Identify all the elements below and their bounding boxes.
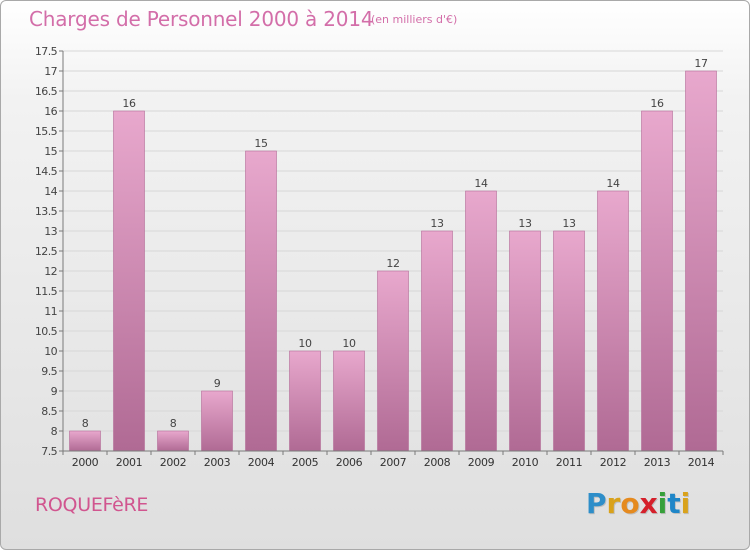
x-tick-label: 2005: [292, 456, 319, 469]
y-tick-label: 11: [44, 305, 57, 318]
bar-2006: [333, 350, 365, 452]
data-label: 9: [214, 377, 221, 390]
x-tick-label: 2002: [160, 456, 186, 469]
data-label: 14: [606, 177, 620, 190]
data-label: 13: [562, 217, 576, 230]
data-label: 13: [518, 217, 532, 230]
y-tick-label: 13.5: [35, 205, 58, 218]
y-tick-label: 7.5: [41, 445, 57, 458]
proxiti-logo: Proxiti: [586, 487, 690, 520]
x-tick-label: 2011: [556, 456, 582, 469]
data-label: 12: [386, 257, 399, 270]
bar-2009: [465, 190, 497, 452]
y-tick-label: 12.5: [35, 245, 58, 258]
bar-2001: [113, 110, 145, 452]
x-tick-label: 2014: [688, 456, 715, 469]
x-tick-label: 2007: [380, 456, 407, 469]
bar-2004: [245, 150, 277, 452]
bar-2007: [377, 270, 409, 452]
data-label: 14: [474, 177, 488, 190]
logo-letter: r: [606, 487, 621, 520]
bar-2010: [509, 230, 541, 452]
bars: [69, 70, 717, 452]
data-label: 10: [298, 337, 312, 350]
x-tick-label: 2012: [600, 456, 626, 469]
logo-letter: P: [586, 487, 607, 520]
y-tick-label: 9.5: [41, 365, 57, 378]
x-tick-label: 2004: [248, 456, 275, 469]
y-tick-label: 17.5: [35, 45, 58, 58]
y-tick-label: 14: [44, 185, 57, 198]
data-label: 15: [254, 137, 268, 150]
y-tick-label: 14.5: [35, 165, 58, 178]
x-tick-label: 2000: [72, 456, 99, 469]
commune-name: ROQUEFèRE: [35, 494, 149, 516]
x-tick-label: 2008: [424, 456, 451, 469]
x-tick-label: 2013: [644, 456, 671, 469]
bar-2014: [685, 70, 717, 452]
y-tick-label: 12: [44, 265, 57, 278]
data-label: 13: [430, 217, 444, 230]
y-tick-label: 16: [44, 105, 57, 118]
data-label: 10: [342, 337, 356, 350]
bar-2003: [201, 390, 233, 452]
y-tick-label: 8.5: [41, 405, 57, 418]
x-tick-label: 2009: [468, 456, 495, 469]
x-tick-label: 2001: [116, 456, 142, 469]
bar-2011: [553, 230, 585, 452]
y-tick-label: 15.5: [35, 125, 58, 138]
data-label: 16: [122, 97, 136, 110]
y-tick-label: 9: [51, 385, 58, 398]
data-label: 8: [170, 417, 177, 430]
x-tick-label: 2010: [512, 456, 539, 469]
chart-subtitle: (en milliers d'€): [371, 13, 458, 26]
y-tick-label: 16.5: [35, 85, 58, 98]
y-tick-label: 13: [44, 225, 57, 238]
labels: 8 16 8 9 15 10 10 12 13 14 13 13 14 16 17: [82, 57, 709, 430]
chart-title: Charges de Personnel 2000 à 2014: [29, 7, 374, 31]
logo-letter: i: [657, 487, 668, 520]
data-label: 8: [82, 417, 89, 430]
y-tick-label: 15: [44, 145, 57, 158]
y-tick-label: 17: [44, 65, 57, 78]
bar-2013: [641, 110, 673, 452]
logo-letter: x: [639, 487, 658, 520]
y-tick-label: 8: [51, 425, 58, 438]
bar-2008: [421, 230, 453, 452]
bar-2005: [289, 350, 321, 452]
x-tick-label: 2006: [336, 456, 363, 469]
logo-letter: i: [680, 487, 691, 520]
y-tick-label: 10: [44, 345, 57, 358]
logo-letter: o: [620, 487, 640, 520]
data-label: 17: [694, 57, 708, 70]
axes: 7.5 8 8.5 9 9.5 10 10.5 11 11.5 12 12.5 13 13.5 14 14.…: [35, 45, 724, 469]
bar-2002: [157, 430, 189, 452]
logo-letter: t: [667, 487, 681, 520]
y-tick-label: 11.5: [35, 285, 58, 298]
bar-2012: [597, 190, 629, 452]
y-tick-label: 10.5: [35, 325, 58, 338]
x-tick-label: 2003: [204, 456, 231, 469]
bar-2000: [69, 430, 101, 452]
data-label: 16: [650, 97, 664, 110]
